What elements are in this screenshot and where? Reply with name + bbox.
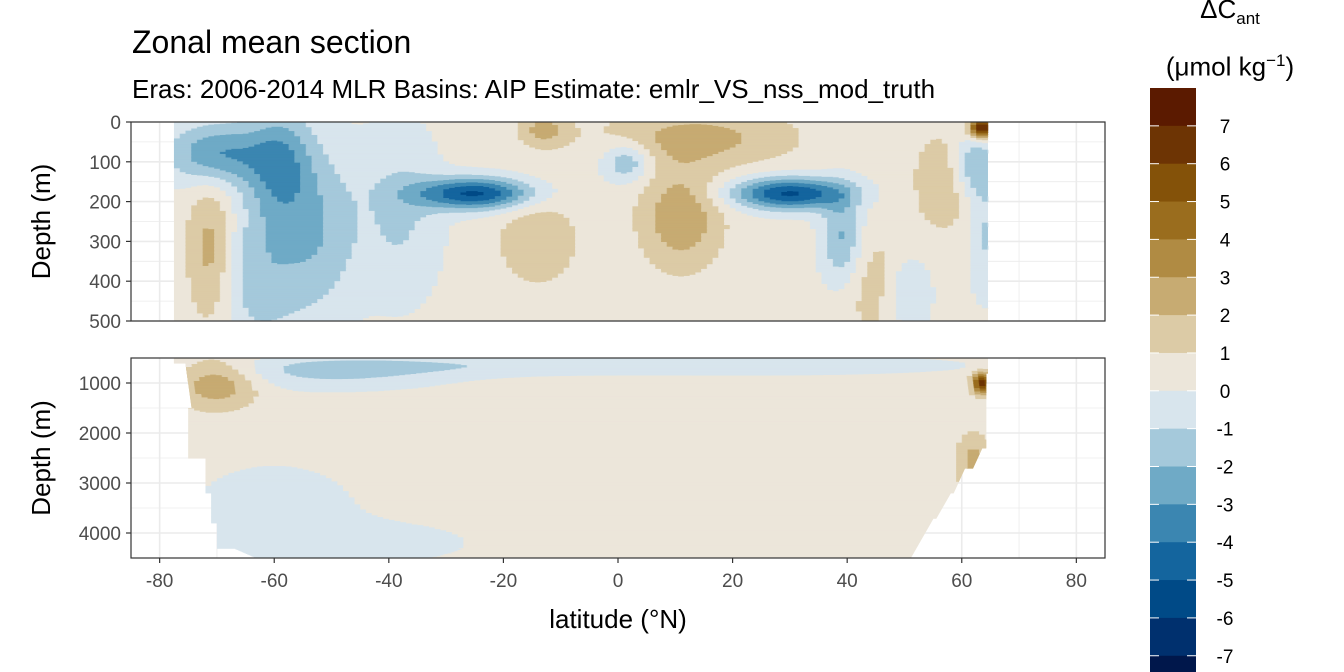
legend-swatch xyxy=(1150,655,1196,672)
legend-swatch xyxy=(1150,504,1196,543)
legend-label: -6 xyxy=(1217,609,1234,630)
y-axis-title: Depth (m) xyxy=(26,164,56,280)
y-tick-label: 400 xyxy=(89,272,121,293)
x-tick-label: -80 xyxy=(146,571,173,592)
legend-title-sup: −1 xyxy=(1266,51,1286,71)
x-axis-title: latitude (°N) xyxy=(549,604,687,634)
legend-title-main: ΔC xyxy=(1200,0,1237,24)
legend-swatch xyxy=(1150,428,1196,467)
y-tick-label: 100 xyxy=(89,153,121,174)
x-tick-label: 20 xyxy=(722,571,743,592)
legend-label: 3 xyxy=(1220,268,1231,289)
legend-swatch xyxy=(1150,201,1196,240)
legend-title-unit-end: ) xyxy=(1285,51,1295,82)
contour-field xyxy=(173,358,988,558)
legend-label: -7 xyxy=(1217,647,1234,668)
legend-title: ΔCant (μmol kg−1) xyxy=(1150,0,1310,88)
y-tick-label: 3000 xyxy=(79,474,121,495)
x-tick-label: 40 xyxy=(837,571,858,592)
y-tick-label: 500 xyxy=(89,312,121,333)
contour-field xyxy=(173,122,989,321)
x-tick-label: 60 xyxy=(951,571,972,592)
legend-label: 2 xyxy=(1220,306,1231,327)
x-tick-label: 0 xyxy=(613,571,624,592)
y-tick-label: 0 xyxy=(110,113,121,134)
legend-swatch xyxy=(1150,466,1196,505)
legend-label: 0 xyxy=(1220,382,1231,403)
legend-swatch xyxy=(1150,542,1196,581)
y-tick-label: 2000 xyxy=(79,424,121,445)
y-tick-label: 1000 xyxy=(79,374,121,395)
x-tick-label: 80 xyxy=(1066,571,1087,592)
panel-upper: 0 100 200 300 400 500 Depth (m) xyxy=(26,113,1106,333)
legend-swatch xyxy=(1150,390,1196,430)
panel-border xyxy=(130,121,1106,322)
legend-title-sub: ant xyxy=(1236,9,1260,29)
legend-swatch xyxy=(1150,277,1196,316)
legend-label: 1 xyxy=(1220,344,1231,365)
legend-swatch xyxy=(1150,125,1196,165)
legend-swatch xyxy=(1150,315,1196,354)
chart-subtitle: Eras: 2006-2014 MLR Basins: AIP Estimate… xyxy=(132,74,936,104)
y-tick-label: 4000 xyxy=(79,524,121,545)
legend-label: -5 xyxy=(1217,571,1234,592)
legend-label: -3 xyxy=(1217,495,1234,516)
y-tick-label: 300 xyxy=(89,232,121,253)
y-tick-label: 200 xyxy=(89,193,121,214)
y-axis-title: Depth (m) xyxy=(26,400,56,516)
panel-lower: 1000 2000 3000 4000 Depth (m) xyxy=(26,357,1106,559)
x-tick-label: -40 xyxy=(375,571,402,592)
legend-colorbar: 7 6 5 4 3 2 1 0 -1 -2 -3 -4 -5 -6 -7 xyxy=(1150,88,1234,672)
legend-label: -4 xyxy=(1217,533,1234,554)
legend-label: -1 xyxy=(1217,420,1234,441)
chart-title: Zonal mean section xyxy=(132,24,412,60)
legend-swatch xyxy=(1150,352,1196,392)
legend-swatch xyxy=(1150,88,1196,127)
legend-swatch xyxy=(1150,163,1196,203)
legend-label: 4 xyxy=(1220,230,1231,251)
legend-label: 5 xyxy=(1220,193,1231,214)
legend-title-unit: (μmol kg xyxy=(1165,51,1267,82)
legend-swatch xyxy=(1150,580,1196,619)
legend-swatch xyxy=(1150,239,1196,278)
legend-label: 6 xyxy=(1220,155,1231,176)
x-tick-label: -60 xyxy=(261,571,288,592)
x-tick-label: -20 xyxy=(490,571,517,592)
legend-label: -2 xyxy=(1217,458,1234,479)
legend-label: 7 xyxy=(1220,117,1231,138)
legend-swatch xyxy=(1150,617,1196,657)
